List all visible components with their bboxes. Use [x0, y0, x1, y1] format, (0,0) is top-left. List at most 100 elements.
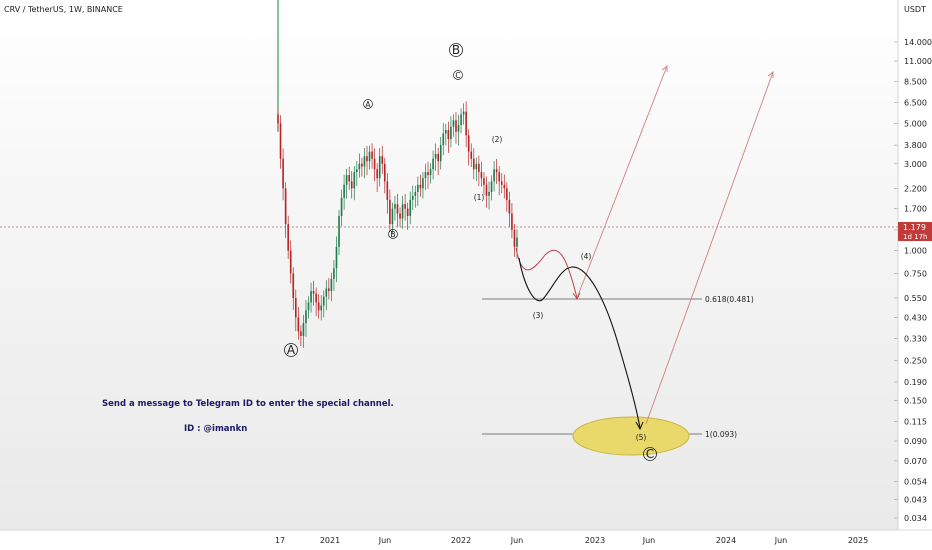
candle-body	[315, 293, 317, 303]
y-tick-label: 0.550	[904, 294, 927, 303]
candle-body	[475, 163, 478, 170]
candle-body	[447, 129, 450, 140]
candle-body	[439, 145, 442, 162]
y-tick-label: 3.000	[904, 160, 927, 169]
candle-body	[363, 156, 366, 167]
currency-label: USDT	[904, 5, 926, 14]
candle-body	[495, 169, 498, 173]
candle-body	[371, 151, 373, 159]
candle-body	[414, 191, 417, 196]
fib-label-1: 1(0.093)	[705, 430, 737, 439]
candle-body	[417, 184, 419, 192]
candle-body	[429, 169, 432, 176]
x-tick-label: 2021	[320, 536, 340, 545]
candle-body	[419, 184, 422, 189]
candle-body	[465, 111, 467, 136]
candle-body	[373, 158, 376, 170]
alt-arrow-down	[572, 292, 581, 300]
candle-body	[297, 317, 300, 332]
y-tick-label: 0.115	[904, 418, 927, 427]
y-tick-label: 0.430	[904, 313, 927, 322]
candle-body	[462, 111, 465, 115]
minor-c-label: C	[455, 71, 460, 80]
candle-body	[317, 302, 320, 311]
candle-body	[437, 153, 439, 162]
alt-projection-up-arrow	[661, 65, 668, 72]
candle-body	[292, 273, 295, 298]
candle-body	[452, 120, 455, 127]
y-tick-label: 3.800	[904, 141, 927, 150]
candle-body	[358, 163, 361, 170]
candle-body	[368, 151, 371, 162]
candle-body	[427, 172, 429, 176]
y-tick-label: 0.190	[904, 378, 927, 387]
y-tick-label: 6.500	[904, 99, 927, 108]
candle-body	[307, 302, 310, 311]
y-tick-label: 8.500	[904, 77, 927, 86]
main-projection-up-arrow	[767, 71, 774, 78]
candle-body	[444, 129, 447, 134]
candle-body	[338, 216, 340, 247]
candle-body	[457, 125, 460, 132]
candle-body	[330, 278, 333, 292]
major-b-label: B	[452, 43, 460, 57]
minor-c-circle	[453, 70, 463, 80]
minor-b-label: B	[390, 230, 395, 239]
candle-body	[366, 156, 368, 162]
wave-4-label: (4)	[581, 252, 592, 261]
candle-body	[348, 175, 351, 182]
annotation-id: ID : @imankn	[184, 424, 247, 434]
candle-body	[422, 178, 424, 189]
x-tick-label: 2024	[716, 536, 736, 545]
x-tick-label: Jun	[774, 536, 788, 545]
candle-body	[312, 291, 315, 294]
major-c-label: C	[646, 447, 654, 461]
price-axis[interactable]: USDT 14.000 11.000 8.500 6.500 5.000 3.800 3.0…	[897, 0, 932, 530]
main-arrow-down	[635, 421, 644, 431]
candle-body	[381, 156, 384, 164]
major-a-label: A	[287, 343, 296, 357]
candle-body	[333, 268, 335, 279]
candle-body	[361, 163, 363, 167]
candle-body	[399, 213, 401, 219]
y-tick-label: 0.070	[904, 457, 927, 466]
candle-body	[503, 184, 506, 189]
candle-body	[455, 120, 457, 132]
alt-projection-path	[515, 247, 578, 299]
minor-a-label: A	[365, 100, 371, 109]
main-projection-path	[518, 257, 641, 429]
y-tick-label: 0.250	[904, 356, 927, 365]
wave-labels: A B C A B C (1) (2) (3) (4) (5)	[284, 43, 657, 461]
time-axis-bg	[0, 530, 932, 550]
last-price-badge	[898, 222, 932, 241]
candle-body	[302, 323, 305, 336]
y-tick-label: 14.000	[904, 38, 932, 47]
candle-body	[404, 204, 406, 209]
candle-body	[350, 181, 353, 189]
main-projection-up	[645, 71, 774, 425]
fib-label-618: 0.618(0.481)	[705, 295, 754, 304]
wave-3-label: (3)	[533, 311, 544, 320]
candle-body	[432, 158, 434, 170]
candle-body	[493, 169, 495, 182]
candle-body	[478, 163, 480, 173]
candle-body	[513, 229, 516, 247]
candle-body	[396, 204, 399, 214]
candle-body	[310, 291, 312, 303]
major-b-circle	[449, 43, 463, 57]
candle-body	[277, 114, 279, 124]
major-c-circle	[643, 447, 657, 461]
candle-body	[516, 237, 518, 247]
candles	[277, 0, 518, 348]
y-tick-label: 11.000	[904, 57, 932, 66]
grid-lines	[894, 41, 898, 519]
last-price-value: 1.179	[903, 223, 926, 232]
time-axis[interactable]: 17 2021 Jun 2022 Jun 2023 Jun 2024 Jun 2025	[0, 529, 932, 550]
candle-body	[409, 199, 412, 217]
candle-body	[406, 208, 409, 217]
x-tick-label: 17	[275, 536, 285, 545]
minor-b-circle	[388, 229, 398, 239]
candle-body	[411, 195, 414, 200]
candle-body	[434, 153, 437, 159]
